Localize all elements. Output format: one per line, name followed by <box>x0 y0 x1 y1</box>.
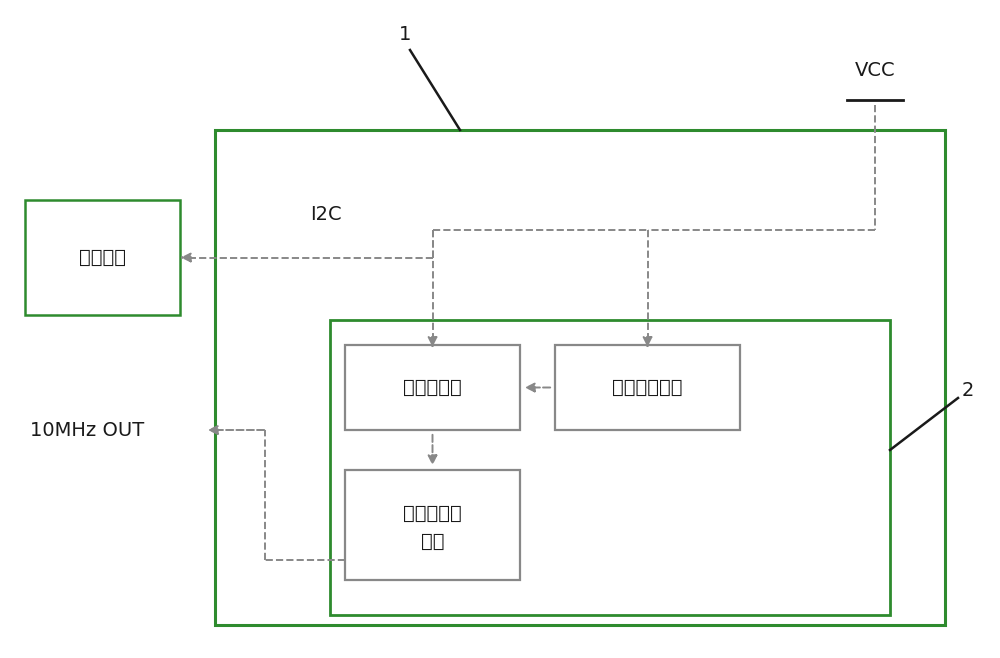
Text: I2C: I2C <box>310 205 342 224</box>
Text: 微控制器: 微控制器 <box>79 248 126 267</box>
Text: 10MHz OUT: 10MHz OUT <box>30 420 144 440</box>
Text: 1: 1 <box>399 26 411 45</box>
Bar <box>330 320 890 615</box>
Text: 2: 2 <box>962 380 974 399</box>
Bar <box>345 470 520 580</box>
Bar <box>215 130 945 625</box>
Bar <box>345 345 520 430</box>
Bar <box>25 200 180 315</box>
Text: VCC: VCC <box>855 61 895 80</box>
Text: 荡器: 荡器 <box>421 532 444 551</box>
Text: 恒温晶体振: 恒温晶体振 <box>403 503 462 522</box>
Text: 数模转换器: 数模转换器 <box>403 378 462 397</box>
Bar <box>555 345 740 430</box>
Text: 第一稳压装置: 第一稳压装置 <box>612 378 683 397</box>
